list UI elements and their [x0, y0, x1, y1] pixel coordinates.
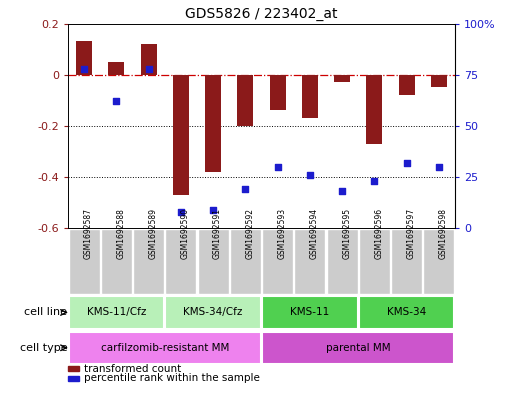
- Point: [435, 163, 443, 170]
- FancyBboxPatch shape: [165, 229, 196, 294]
- Bar: [141, 44, 157, 75]
- FancyBboxPatch shape: [69, 332, 261, 364]
- Text: GSM1692592: GSM1692592: [245, 208, 254, 259]
- Bar: [205, 75, 221, 172]
- Bar: [76, 41, 92, 75]
- Point: [144, 65, 153, 72]
- Point: [209, 206, 218, 213]
- Point: [274, 163, 282, 170]
- Point: [338, 188, 346, 194]
- Bar: [269, 75, 286, 110]
- Text: GSM1692598: GSM1692598: [439, 208, 448, 259]
- Text: GSM1692587: GSM1692587: [84, 208, 93, 259]
- Text: GSM1692588: GSM1692588: [116, 208, 126, 259]
- FancyBboxPatch shape: [359, 229, 390, 294]
- Text: GSM1692590: GSM1692590: [181, 208, 190, 259]
- Point: [80, 65, 88, 72]
- FancyBboxPatch shape: [262, 296, 358, 329]
- Bar: [334, 75, 350, 83]
- FancyBboxPatch shape: [359, 296, 454, 329]
- Point: [370, 178, 379, 184]
- Point: [177, 208, 185, 215]
- Point: [403, 160, 411, 166]
- Bar: [237, 75, 254, 126]
- FancyBboxPatch shape: [69, 296, 164, 329]
- FancyBboxPatch shape: [391, 229, 422, 294]
- FancyBboxPatch shape: [69, 229, 99, 294]
- Bar: [431, 75, 447, 87]
- Text: KMS-11: KMS-11: [290, 307, 329, 318]
- Text: GSM1692597: GSM1692597: [407, 208, 416, 259]
- Bar: [399, 75, 415, 95]
- Title: GDS5826 / 223402_at: GDS5826 / 223402_at: [185, 7, 338, 21]
- FancyBboxPatch shape: [198, 229, 229, 294]
- FancyBboxPatch shape: [165, 296, 261, 329]
- FancyBboxPatch shape: [133, 229, 164, 294]
- Bar: [366, 75, 382, 143]
- Text: KMS-11/Cfz: KMS-11/Cfz: [87, 307, 146, 318]
- Text: cell line: cell line: [25, 307, 67, 318]
- Text: GSM1692593: GSM1692593: [278, 208, 287, 259]
- Bar: [302, 75, 318, 118]
- Text: KMS-34: KMS-34: [387, 307, 426, 318]
- Text: GSM1692594: GSM1692594: [310, 208, 319, 259]
- Point: [305, 172, 314, 178]
- FancyBboxPatch shape: [262, 229, 293, 294]
- FancyBboxPatch shape: [262, 332, 454, 364]
- FancyBboxPatch shape: [230, 229, 261, 294]
- Bar: [108, 62, 124, 75]
- Point: [241, 186, 249, 192]
- FancyBboxPatch shape: [101, 229, 132, 294]
- FancyBboxPatch shape: [327, 229, 358, 294]
- Text: percentile rank within the sample: percentile rank within the sample: [84, 373, 259, 384]
- FancyBboxPatch shape: [424, 229, 454, 294]
- FancyBboxPatch shape: [294, 229, 325, 294]
- Point: [112, 98, 120, 105]
- FancyBboxPatch shape: [68, 376, 79, 381]
- Text: GSM1692595: GSM1692595: [342, 208, 351, 259]
- Text: transformed count: transformed count: [84, 364, 181, 374]
- Text: parental MM: parental MM: [326, 343, 391, 353]
- FancyBboxPatch shape: [68, 366, 79, 371]
- Bar: [173, 75, 189, 195]
- Text: GSM1692591: GSM1692591: [213, 208, 222, 259]
- Text: GSM1692596: GSM1692596: [374, 208, 383, 259]
- Text: KMS-34/Cfz: KMS-34/Cfz: [184, 307, 243, 318]
- Text: cell type: cell type: [20, 343, 67, 353]
- Text: carfilzomib-resistant MM: carfilzomib-resistant MM: [100, 343, 229, 353]
- Text: GSM1692589: GSM1692589: [149, 208, 157, 259]
